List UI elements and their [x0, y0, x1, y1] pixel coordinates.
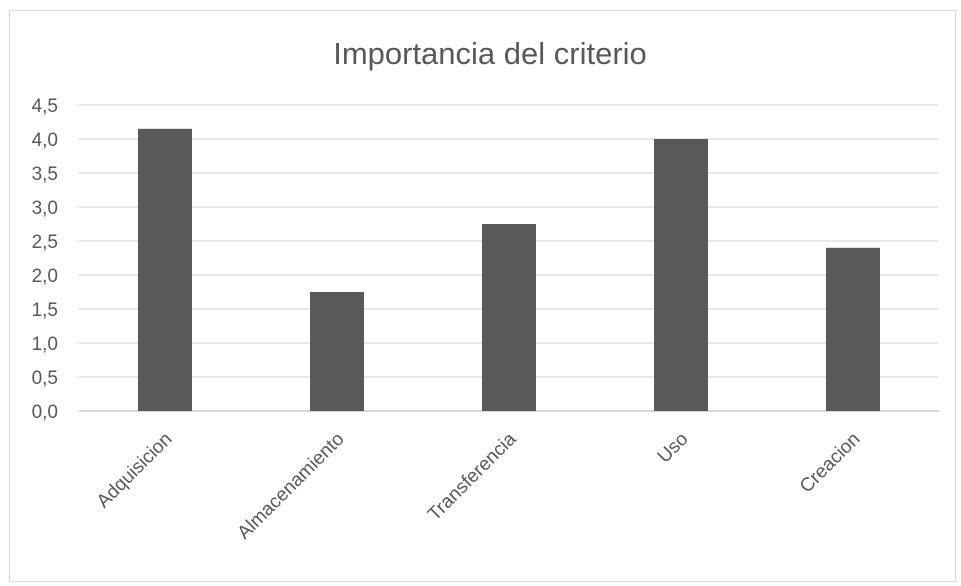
y-tick-label: 0,5 [32, 368, 58, 389]
y-tick-label: 1,0 [32, 334, 58, 355]
y-tick-label: 2,5 [32, 232, 58, 253]
y-tick-label: 2,0 [32, 266, 58, 287]
bar-almacenamiento [310, 292, 364, 411]
bars [138, 128, 880, 412]
x-category-label: Creacion [796, 429, 865, 498]
y-tick-label: 0,0 [32, 402, 58, 423]
bar-creacion [826, 247, 880, 411]
y-tick-label: 3,5 [32, 164, 58, 185]
bar-uso [654, 139, 708, 411]
bar-transferencia [482, 224, 536, 411]
y-tick-label: 1,5 [32, 300, 58, 321]
x-category-label: Adquisicion [93, 429, 177, 513]
x-category-label: Transferencia [424, 428, 521, 525]
y-tick-label: 4,0 [32, 130, 58, 151]
y-tick-label: 3,0 [32, 198, 58, 219]
y-tick-label: 4,5 [32, 96, 58, 117]
y-axis-tick-labels: 0,0 0,5 1,0 1,5 2,0 2,5 3,0 3,5 4,0 4,5 [32, 96, 58, 423]
chart-title: Importancia del criterio [333, 36, 647, 71]
x-category-label: Almacenamiento [234, 429, 349, 544]
gridlines [79, 104, 939, 412]
bar-adquisicion [138, 128, 192, 412]
x-axis-category-labels: Adquisicion Almacenamiento Transferencia Us… [93, 428, 865, 543]
x-category-label: Uso [654, 429, 693, 468]
